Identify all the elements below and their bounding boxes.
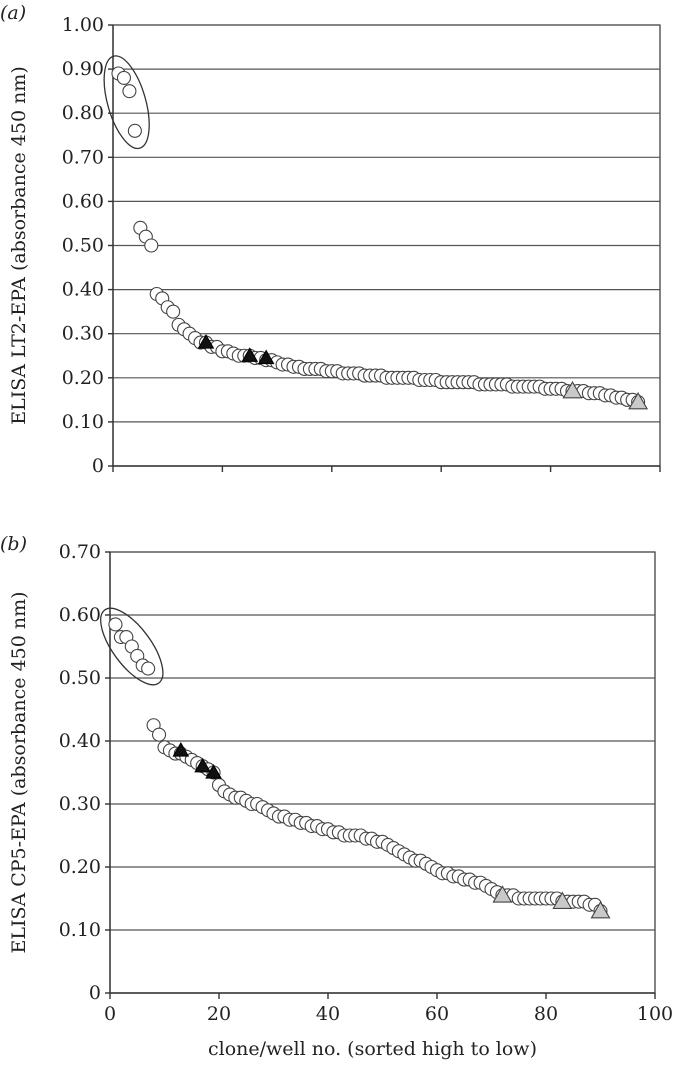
- panel-b-highlight-ellipse: [100, 607, 164, 686]
- panel-a-y-tick-label: 0: [92, 455, 104, 477]
- panel-b-data-point-grey-triangle: [590, 900, 611, 919]
- panel-b-y-tick-label: 0.20: [59, 856, 101, 878]
- panel-b-data-point-filled-triangle: [194, 757, 212, 773]
- panel-b-data-point-filled-triangle: [205, 763, 222, 779]
- panel-b-x-axis-label: clone/well no. (sorted high to low): [208, 1038, 537, 1060]
- panel-b-y-tick-label: 0.60: [59, 604, 101, 626]
- panel-a-data-point-grey-triangle: [628, 391, 649, 410]
- panel-a-y-tick-label: 0.80: [62, 102, 104, 124]
- panel-a-data-point-circle: [144, 238, 159, 253]
- panel-b-data-point-circle: [108, 617, 123, 632]
- panel-b-x-tick-label: 60: [425, 1003, 449, 1025]
- panel-a-data-point-filled-triangle: [197, 334, 215, 349]
- panel-b-data-point-filled-triangle: [172, 741, 190, 757]
- panel-a-y-tick-label: 0.90: [62, 58, 104, 80]
- panel-b-data-point-grey-triangle: [492, 885, 513, 903]
- panel-a-y-tick-label: 0.30: [62, 323, 104, 345]
- panel-a-y-tick-label: 0.10: [62, 411, 104, 433]
- panel-b-y-tick-label: 0.30: [59, 793, 101, 815]
- panel-b-y-tick-label: 0: [89, 982, 101, 1004]
- panel-a-y-tick-label: 0.60: [62, 190, 104, 212]
- panel-b-data-point-circle: [152, 727, 167, 742]
- panel-b-y-tick-label: 0.50: [59, 667, 101, 689]
- panel-b-chart: (b) 0 0.10 0.20 0.30 0.40 0.50 0.60 0.70 0 20 40 60 8…: [0, 533, 673, 1060]
- panel-a-y-axis-label: ELISA LT2-EPA (absorbance 450 nm): [8, 66, 30, 425]
- panel-b-plot-frame: [109, 551, 656, 994]
- panel-a-data-point-circle: [127, 123, 142, 138]
- panel-b-x-tick-label: 40: [316, 1003, 340, 1025]
- panel-a-label: (a): [0, 2, 26, 24]
- panel-b-label: (b): [0, 533, 27, 555]
- panel-a-data-point-grey-triangle: [562, 380, 583, 399]
- panel-b-x-tick-label: 80: [534, 1003, 558, 1025]
- panel-b-y-tick-label: 0.10: [59, 919, 101, 941]
- panel-b-y-tick-label: 0.40: [59, 730, 101, 752]
- panel-b-x-tick-label: 0: [104, 1003, 116, 1025]
- panel-b-x-tick-label: 20: [207, 1003, 231, 1025]
- panel-a-data-point-filled-triangle: [257, 349, 275, 365]
- panel-b-y-tick-label: 0.70: [59, 541, 101, 563]
- panel-a-y-tick-label: 0.40: [62, 279, 104, 301]
- panel-b-data-point-circle: [141, 661, 156, 676]
- panel-a-data-point-circle: [116, 70, 131, 85]
- panel-b-x-tick-label: 100: [637, 1003, 673, 1025]
- panel-a-y-tick-label: 0.70: [62, 146, 104, 168]
- panel-a-data-point-filled-triangle: [241, 347, 259, 362]
- panel-a-y-tick-label: 0.20: [62, 367, 104, 389]
- panel-b-y-axis-label: ELISA CP5-EPA (absorbance 450 nm): [8, 591, 30, 953]
- panel-b-data-point-grey-triangle: [552, 891, 573, 909]
- panel-a-highlight-ellipse: [103, 55, 150, 150]
- panel-a-y-tick-label: 0.50: [62, 235, 104, 257]
- panel-a-y-tick-label: 1.00: [62, 14, 104, 36]
- panel-a-data-point-circle: [166, 304, 181, 319]
- panel-a-data-point-circle: [122, 84, 137, 99]
- panel-a-chart: (a) 0 0.10 0.20 0.30 0.40 0.50 0.60 0.70 0.80 0.90…: [0, 2, 661, 477]
